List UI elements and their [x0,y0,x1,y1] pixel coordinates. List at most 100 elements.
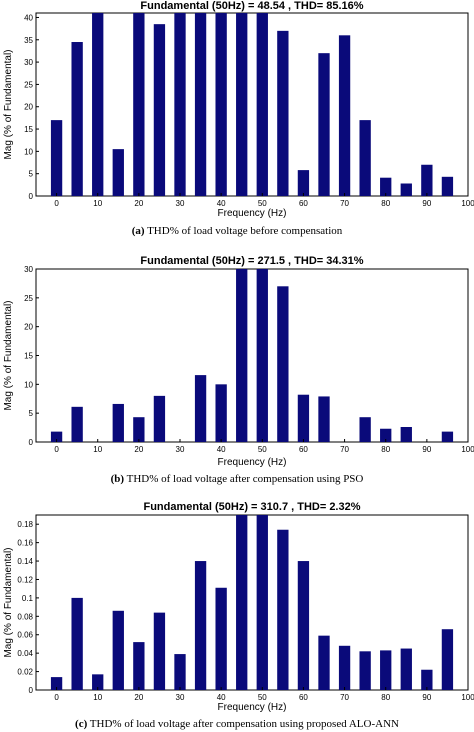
bar-65hz [318,53,330,196]
bar-40hz [215,13,227,196]
x-tick-label: 80 [381,693,390,702]
y-axis-label: Mag (% of Fundamental) [3,300,14,410]
caption-id: (c) [75,718,88,730]
x-tick-label: 40 [217,199,226,208]
x-tick-label: 70 [340,693,349,702]
bar-55hz [277,30,289,197]
bar-85hz [400,648,412,690]
x-tick-label: 0 [54,199,59,208]
bar-70hz [338,645,351,690]
x-tick-label: 90 [422,693,431,702]
x-tick-label: 0 [54,445,59,454]
bar-75hz [359,417,371,442]
x-axis-label: Frequency (Hz) [218,702,287,713]
x-tick-label: 50 [258,199,267,208]
bar-65hz [318,396,330,442]
y-tick-label: 25 [24,294,33,303]
bar-5hz [71,406,83,442]
bar-20hz [133,642,145,690]
caption-id: (a) [132,225,145,237]
bar-50hz [256,515,268,690]
bar-95hz [441,431,454,442]
figure-caption: (a) THD% of load voltage before compensa… [132,225,343,237]
bar-60hz [297,170,310,196]
chart-2: Fundamental (50Hz) = 310.7 , THD= 2.32% 0… [3,501,474,730]
x-tick-label: 30 [176,445,185,454]
bar-85hz [400,427,412,442]
x-tick-label: 60 [299,693,308,702]
y-tick-label: 10 [24,380,33,389]
bar-25hz [153,395,166,442]
x-tick-label: 100 [461,199,474,208]
x-tick-label: 30 [176,199,185,208]
bar-20hz [133,417,145,442]
y-tick-label: 20 [24,323,33,332]
x-tick-label: 60 [299,445,308,454]
x-tick-label: 30 [176,693,185,702]
bar-35hz [194,375,207,442]
x-tick-label: 60 [299,199,308,208]
x-tick-label: 70 [340,199,349,208]
y-tick-label: 25 [24,80,33,89]
x-tick-label: 0 [54,693,59,702]
bar-60hz [297,561,310,690]
bar-35hz [194,561,207,690]
y-tick-label: 0.02 [17,668,33,677]
y-tick-label: 0.04 [17,649,33,658]
bar-5hz [71,42,83,197]
bar-5hz [71,597,83,690]
x-tick-label: 90 [422,199,431,208]
y-tick-label: 20 [24,103,33,112]
bar-95hz [441,629,454,690]
y-tick-label: 15 [24,125,33,134]
bar-50hz [256,269,268,442]
caption-text: THD% of load voltage before compensation [145,225,343,237]
bar-25hz [153,24,166,196]
x-tick-label: 70 [340,445,349,454]
y-tick-label: 0.08 [17,612,33,621]
bar-15hz [112,403,124,442]
bar-20hz [133,13,145,196]
chart-title: Fundamental (50Hz) = 48.54 , THD= 85.16% [140,0,363,12]
x-tick-label: 20 [134,693,143,702]
bar-40hz [215,384,227,442]
x-axis-label: Frequency (Hz) [218,457,287,468]
bar-10hz [92,674,104,690]
y-tick-label: 5 [29,409,34,418]
x-tick-label: 10 [93,199,102,208]
x-tick-label: 50 [258,693,267,702]
bar-45hz [236,13,248,196]
bar-75hz [359,120,371,196]
bar-15hz [112,610,124,690]
x-tick-label: 20 [134,445,143,454]
x-tick-label: 50 [258,445,267,454]
bar-65hz [318,635,330,690]
y-axis-label: Mag (% of Fundamental) [3,547,14,657]
y-axis-label: Mag (% of Fundamental) [3,49,14,159]
y-tick-label: 30 [24,265,33,274]
bar-80hz [380,428,392,442]
y-tick-label: 0 [29,192,34,201]
caption-id: (b) [111,473,125,485]
bar-35hz [194,13,207,196]
caption-text: THD% of load voltage after compensation … [87,718,399,730]
y-tick-label: 0.12 [17,575,33,584]
plot-area [35,514,469,691]
bar-10hz [92,13,104,196]
caption-text: THD% of load voltage after compensation … [124,473,363,485]
bar-40hz [215,587,227,690]
bar-0hz [50,120,63,196]
x-tick-label: 40 [217,693,226,702]
bar-90hz [421,669,433,690]
chart-0: Fundamental (50Hz) = 48.54 , THD= 85.16%… [3,0,474,237]
chart-title: Fundamental (50Hz) = 271.5 , THD= 34.31% [140,255,363,267]
y-tick-label: 0 [29,686,34,695]
x-tick-label: 10 [93,693,102,702]
bar-50hz [256,13,268,196]
bar-30hz [174,654,186,690]
y-tick-label: 0.16 [17,539,33,548]
y-tick-label: 0.14 [17,557,33,566]
bar-70hz [338,35,351,196]
plot-area [35,268,469,443]
